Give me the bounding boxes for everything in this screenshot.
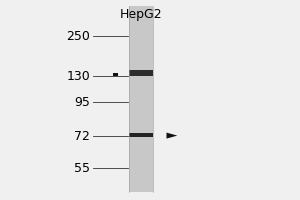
Bar — [129, 133, 153, 137]
Text: 55: 55 — [74, 162, 90, 174]
Text: 250: 250 — [66, 29, 90, 43]
Text: 72: 72 — [74, 130, 90, 142]
Text: 95: 95 — [74, 96, 90, 108]
Text: 130: 130 — [66, 70, 90, 82]
Bar — [113, 73, 118, 76]
Bar — [129, 6, 153, 192]
Bar — [129, 70, 153, 76]
Polygon shape — [167, 133, 177, 139]
Text: HepG2: HepG2 — [120, 8, 162, 21]
